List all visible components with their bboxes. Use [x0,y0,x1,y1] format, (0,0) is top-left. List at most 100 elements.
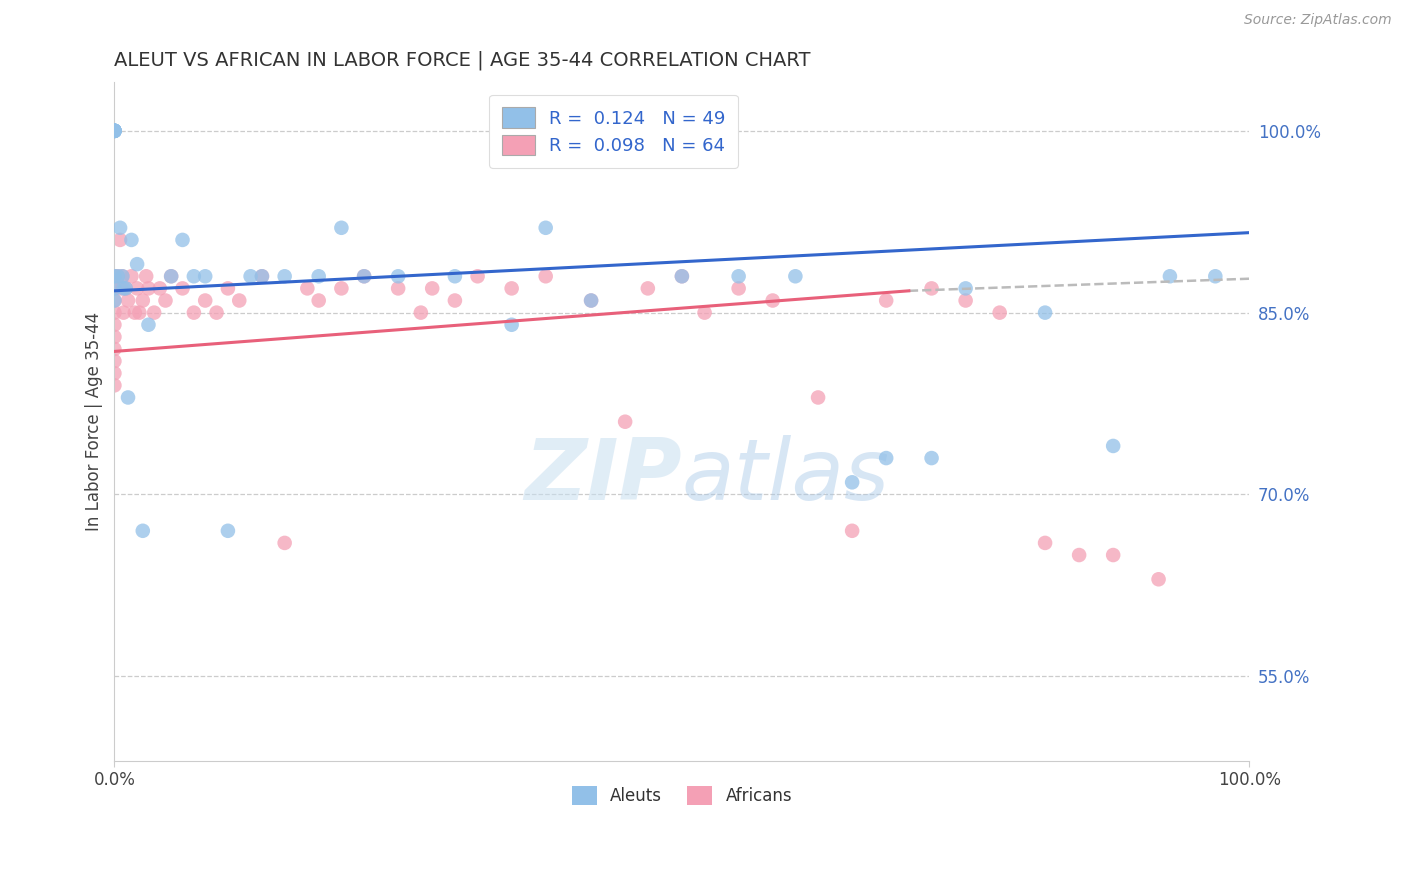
Point [579,293,602,308]
Point [693,305,716,319]
Point [117,293,139,308]
Text: ZIP: ZIP [524,434,682,517]
Point [108,233,131,247]
Point [110,281,132,295]
Point [103,124,125,138]
Point [239,269,262,284]
Point [228,293,250,308]
Point [107,269,129,284]
Point [387,269,409,284]
Point [103,281,125,295]
Point [160,269,183,284]
Point [149,281,172,295]
Point [762,293,785,308]
Point [1069,548,1091,562]
Point [103,330,125,344]
Point [727,269,749,284]
Point [127,257,149,271]
Point [273,536,295,550]
Point [297,281,319,295]
Point [120,269,142,284]
Point [387,281,409,295]
Point [103,269,125,284]
Point [128,305,150,319]
Point [103,124,125,138]
Point [444,269,467,284]
Text: ALEUT VS AFRICAN IN LABOR FORCE | AGE 35-44 CORRELATION CHART: ALEUT VS AFRICAN IN LABOR FORCE | AGE 35… [114,51,811,70]
Point [103,269,125,284]
Point [727,281,749,295]
Point [875,451,897,466]
Point [132,524,155,538]
Point [103,124,125,138]
Point [1159,269,1181,284]
Point [1033,305,1056,319]
Point [353,269,375,284]
Point [637,281,659,295]
Point [921,281,943,295]
Point [103,378,125,392]
Point [1033,536,1056,550]
Point [117,391,139,405]
Point [875,293,897,308]
Point [501,318,523,332]
Point [501,281,523,295]
Point [579,293,602,308]
Point [138,281,160,295]
Point [103,354,125,368]
Point [841,524,863,538]
Point [112,305,135,319]
Point [183,269,205,284]
Point [217,524,239,538]
Point [205,305,228,319]
Text: Source: ZipAtlas.com: Source: ZipAtlas.com [1244,13,1392,28]
Point [308,293,330,308]
Point [444,293,467,308]
Point [107,269,129,284]
Point [308,269,330,284]
Point [330,281,353,295]
Point [103,305,125,319]
Point [921,451,943,466]
Point [108,220,131,235]
Point [103,124,125,138]
Point [103,281,125,295]
Point [614,415,637,429]
Point [671,269,693,284]
Point [955,281,977,295]
Point [103,124,125,138]
Point [172,281,194,295]
Point [103,293,125,308]
Point [194,269,217,284]
Point [155,293,177,308]
Point [124,305,146,319]
Point [103,342,125,356]
Y-axis label: In Labor Force | Age 35-44: In Labor Force | Age 35-44 [86,312,103,532]
Point [1102,439,1125,453]
Point [217,281,239,295]
Point [111,269,134,284]
Point [103,318,125,332]
Point [785,269,807,284]
Point [955,293,977,308]
Point [103,124,125,138]
Point [467,269,489,284]
Point [114,281,136,295]
Legend: Aleuts, Africans: Aleuts, Africans [564,778,800,814]
Point [807,391,830,405]
Point [841,475,863,490]
Point [143,305,166,319]
Point [103,124,125,138]
Point [138,318,160,332]
Point [103,293,125,308]
Point [194,293,217,308]
Point [172,233,194,247]
Text: atlas: atlas [682,434,890,517]
Point [132,293,155,308]
Point [409,305,432,319]
Point [988,305,1011,319]
Point [1204,269,1226,284]
Point [127,281,149,295]
Point [103,124,125,138]
Point [273,269,295,284]
